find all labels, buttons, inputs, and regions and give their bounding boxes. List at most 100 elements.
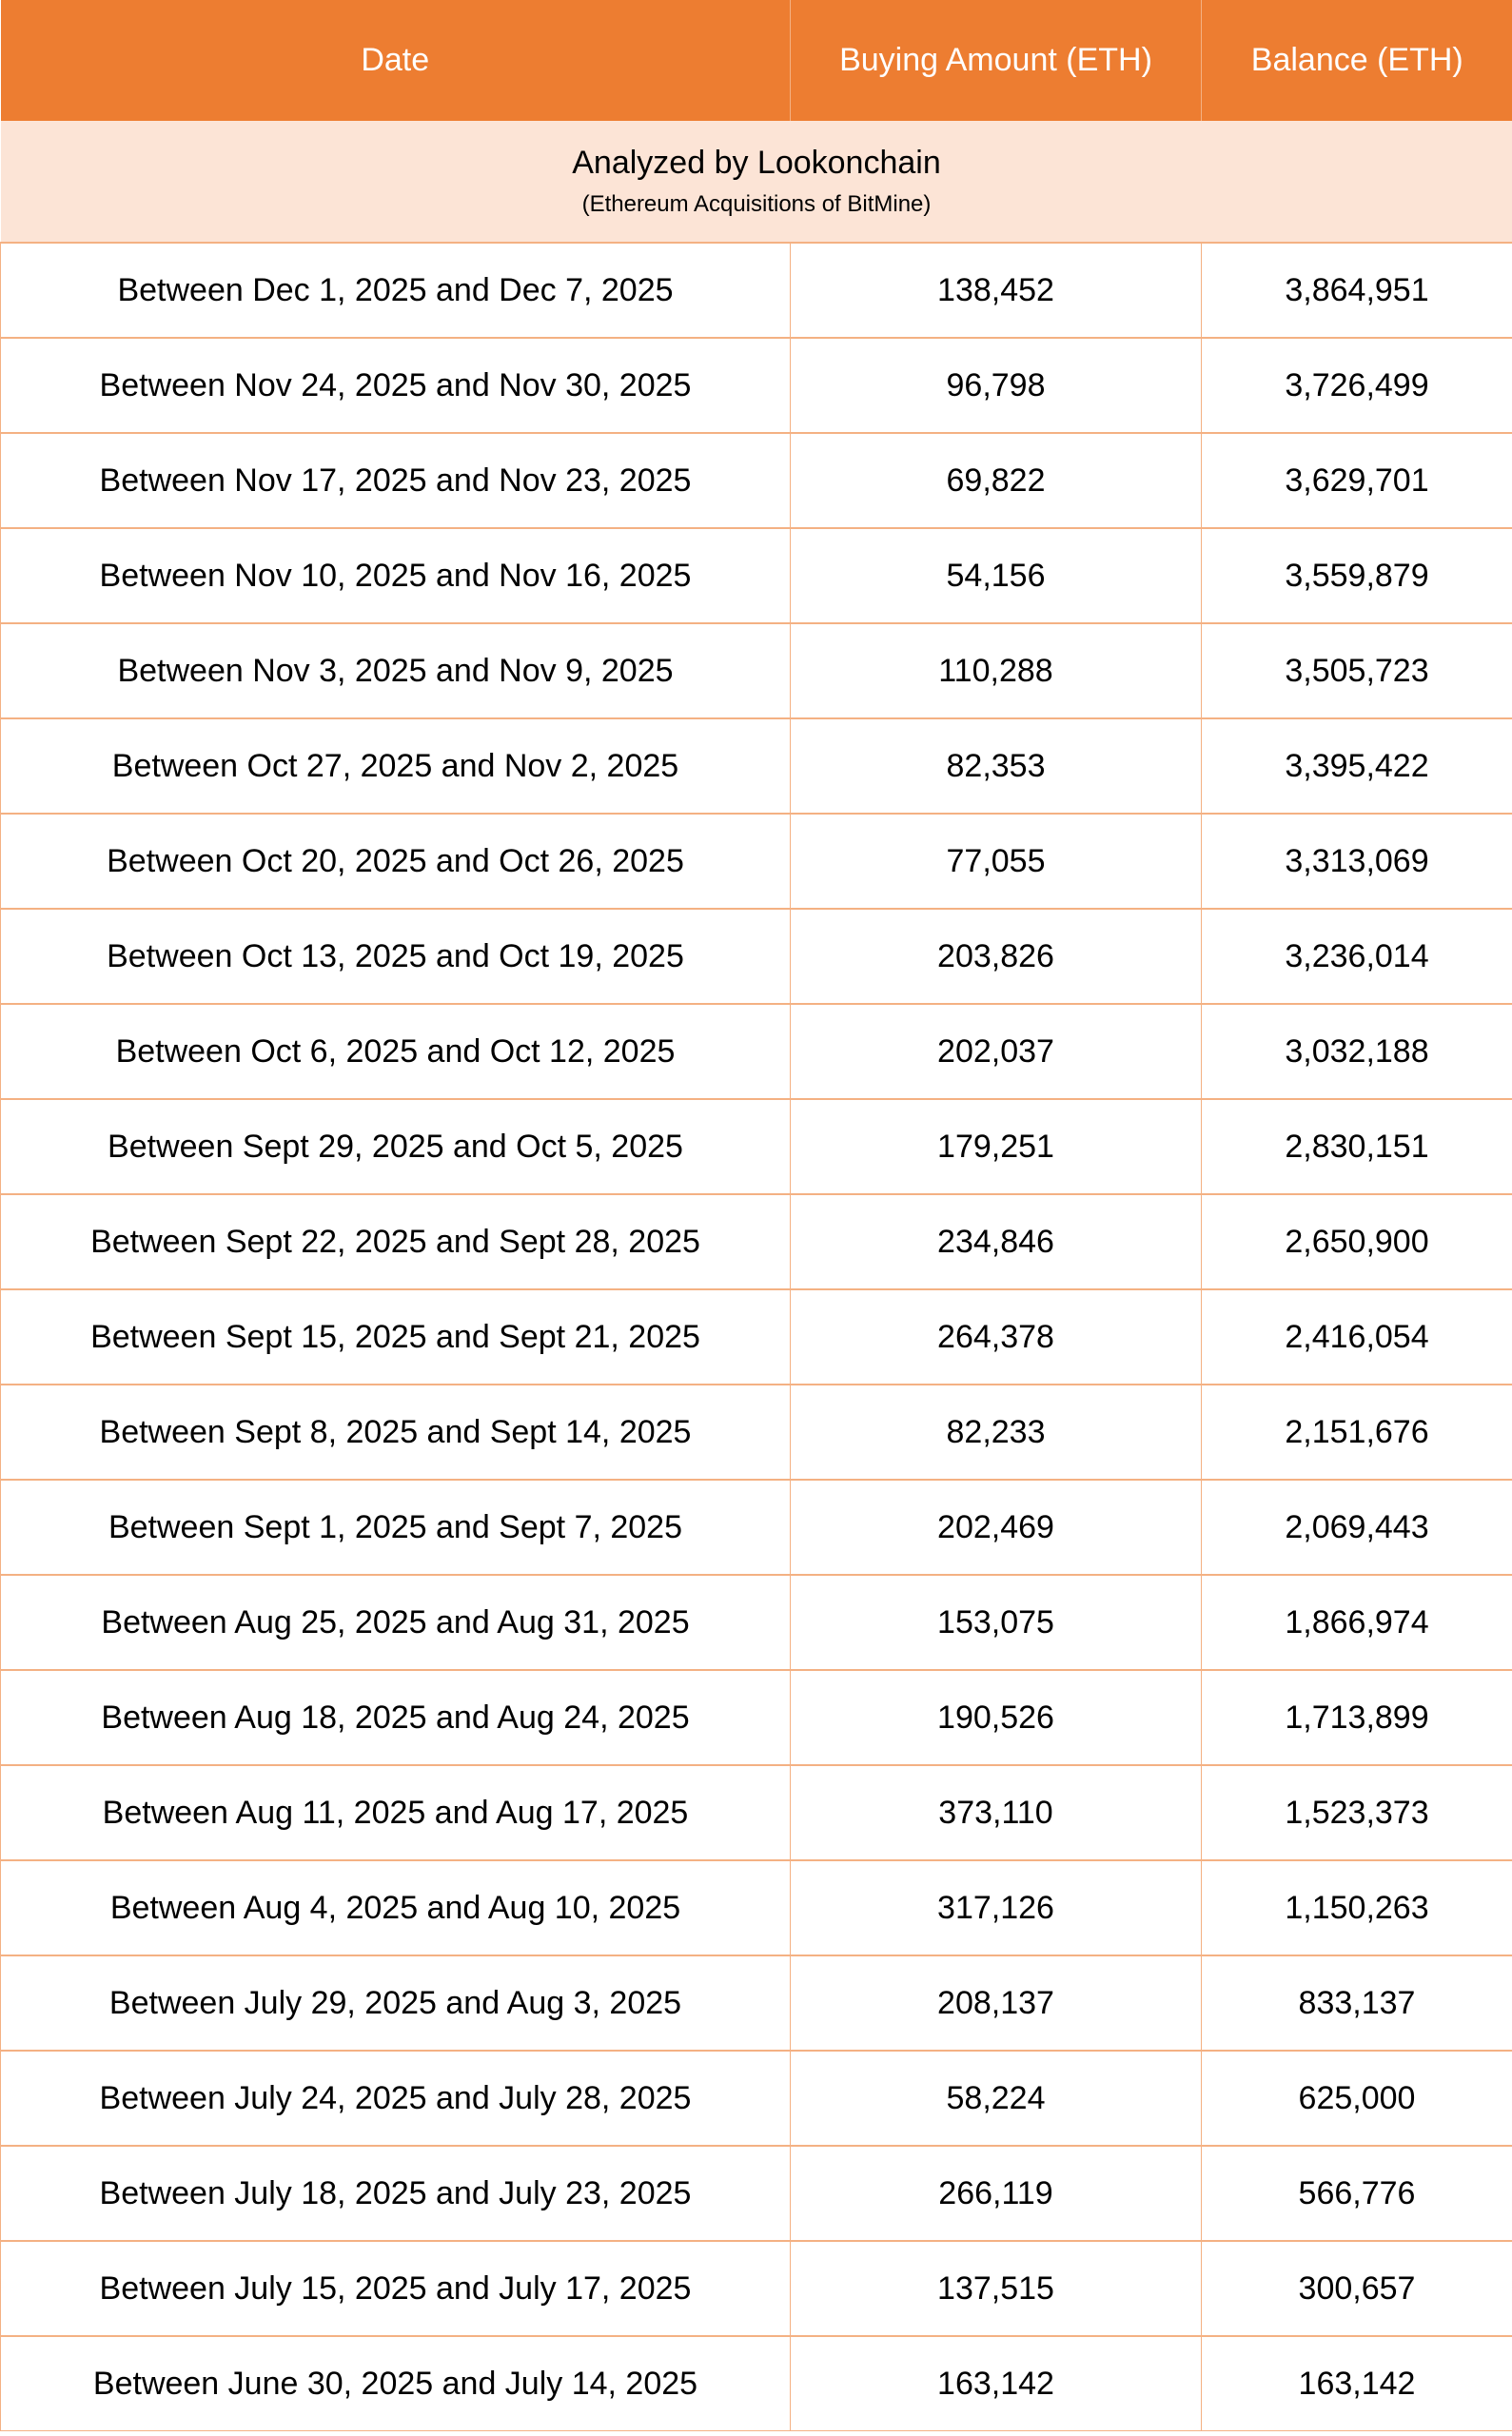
balance-cell: 1,150,263 — [1201, 1859, 1512, 1956]
table-row: Between Aug 11, 2025 and Aug 17, 2025 373… — [0, 1764, 1512, 1861]
buying-amount-cell: 96,798 — [790, 337, 1202, 434]
balance-cell: 1,523,373 — [1201, 1764, 1512, 1861]
date-cell: Between June 30, 2025 and July 14, 2025 — [0, 2335, 791, 2431]
table-row: Between June 30, 2025 and July 14, 2025 1… — [0, 2335, 1512, 2431]
balance-cell: 2,151,676 — [1201, 1384, 1512, 1481]
balance-cell: 1,866,974 — [1201, 1574, 1512, 1671]
buying-amount-cell: 137,515 — [790, 2240, 1202, 2337]
balance-cell: 3,864,951 — [1201, 242, 1512, 339]
table-row: Between Aug 18, 2025 and Aug 24, 2025 190… — [0, 1669, 1512, 1766]
subheader-title: Analyzed by Lookonchain — [572, 145, 941, 181]
table-row: Between July 24, 2025 and July 28, 2025 5… — [0, 2050, 1512, 2147]
table-row: Between Nov 24, 2025 and Nov 30, 2025 96,… — [0, 337, 1512, 434]
buying-amount-cell: 373,110 — [790, 1764, 1202, 1861]
header-date: Date — [0, 0, 791, 121]
table-row: Between Sept 29, 2025 and Oct 5, 2025 179… — [0, 1098, 1512, 1195]
balance-cell: 300,657 — [1201, 2240, 1512, 2337]
table-row: Between July 29, 2025 and Aug 3, 2025 208… — [0, 1955, 1512, 2052]
table-row: Between Nov 3, 2025 and Nov 9, 2025 110,2… — [0, 622, 1512, 719]
balance-cell: 3,505,723 — [1201, 622, 1512, 719]
date-cell: Between Sept 15, 2025 and Sept 21, 2025 — [0, 1288, 791, 1385]
date-cell: Between July 18, 2025 and July 23, 2025 — [0, 2145, 791, 2242]
balance-cell: 3,629,701 — [1201, 432, 1512, 529]
table-row: Between Nov 17, 2025 and Nov 23, 2025 69,… — [0, 432, 1512, 529]
date-cell: Between Oct 20, 2025 and Oct 26, 2025 — [0, 813, 791, 910]
buying-amount-cell: 58,224 — [790, 2050, 1202, 2147]
subheader-row: Analyzed by Lookonchain (Ethereum Acquis… — [0, 121, 1512, 244]
date-cell: Between Nov 3, 2025 and Nov 9, 2025 — [0, 622, 791, 719]
buying-amount-cell: 317,126 — [790, 1859, 1202, 1956]
table-row: Between Aug 25, 2025 and Aug 31, 2025 153… — [0, 1574, 1512, 1671]
buying-amount-cell: 82,353 — [790, 717, 1202, 815]
buying-amount-cell: 208,137 — [790, 1955, 1202, 2052]
buying-amount-cell: 203,826 — [790, 908, 1202, 1005]
balance-cell: 1,713,899 — [1201, 1669, 1512, 1766]
buying-amount-cell: 202,037 — [790, 1003, 1202, 1100]
table-row: Between Oct 27, 2025 and Nov 2, 2025 82,3… — [0, 717, 1512, 815]
buying-amount-cell: 138,452 — [790, 242, 1202, 339]
buying-amount-cell: 82,233 — [790, 1384, 1202, 1481]
date-cell: Between July 29, 2025 and Aug 3, 2025 — [0, 1955, 791, 2052]
balance-cell: 2,069,443 — [1201, 1479, 1512, 1576]
balance-cell: 3,032,188 — [1201, 1003, 1512, 1100]
buying-amount-cell: 190,526 — [790, 1669, 1202, 1766]
table-row: Between Sept 15, 2025 and Sept 21, 2025 2… — [0, 1288, 1512, 1385]
buying-amount-cell: 234,846 — [790, 1193, 1202, 1290]
table-row: Between Dec 1, 2025 and Dec 7, 2025 138,4… — [0, 242, 1512, 339]
buying-amount-cell: 77,055 — [790, 813, 1202, 910]
balance-cell: 3,559,879 — [1201, 527, 1512, 624]
header-buying-amount: Buying Amount (ETH) — [790, 0, 1202, 121]
balance-cell: 566,776 — [1201, 2145, 1512, 2242]
date-cell: Between Sept 29, 2025 and Oct 5, 2025 — [0, 1098, 791, 1195]
date-cell: Between Nov 17, 2025 and Nov 23, 2025 — [0, 432, 791, 529]
date-cell: Between Aug 18, 2025 and Aug 24, 2025 — [0, 1669, 791, 1766]
buying-amount-cell: 153,075 — [790, 1574, 1202, 1671]
date-cell: Between Oct 27, 2025 and Nov 2, 2025 — [0, 717, 791, 815]
date-cell: Between Aug 4, 2025 and Aug 10, 2025 — [0, 1859, 791, 1956]
buying-amount-cell: 69,822 — [790, 432, 1202, 529]
balance-cell: 3,726,499 — [1201, 337, 1512, 434]
table-row: Between Oct 13, 2025 and Oct 19, 2025 203… — [0, 908, 1512, 1005]
subheader-subtitle: (Ethereum Acquisitions of BitMine) — [581, 191, 932, 217]
buying-amount-cell: 202,469 — [790, 1479, 1202, 1576]
date-cell: Between Oct 13, 2025 and Oct 19, 2025 — [0, 908, 791, 1005]
buying-amount-cell: 266,119 — [790, 2145, 1202, 2242]
date-cell: Between Nov 24, 2025 and Nov 30, 2025 — [0, 337, 791, 434]
table-row: Between Sept 1, 2025 and Sept 7, 2025 202… — [0, 1479, 1512, 1576]
date-cell: Between Aug 11, 2025 and Aug 17, 2025 — [0, 1764, 791, 1861]
balance-cell: 833,137 — [1201, 1955, 1512, 2052]
balance-cell: 3,395,422 — [1201, 717, 1512, 815]
table-row: Between July 18, 2025 and July 23, 2025 2… — [0, 2145, 1512, 2242]
buying-amount-cell: 110,288 — [790, 622, 1202, 719]
date-cell: Between July 24, 2025 and July 28, 2025 — [0, 2050, 791, 2147]
balance-cell: 3,313,069 — [1201, 813, 1512, 910]
balance-cell: 2,830,151 — [1201, 1098, 1512, 1195]
date-cell: Between July 15, 2025 and July 17, 2025 — [0, 2240, 791, 2337]
balance-cell: 163,142 — [1201, 2335, 1512, 2431]
date-cell: Between Aug 25, 2025 and Aug 31, 2025 — [0, 1574, 791, 1671]
table-row: Between Sept 22, 2025 and Sept 28, 2025 2… — [0, 1193, 1512, 1290]
date-cell: Between Dec 1, 2025 and Dec 7, 2025 — [0, 242, 791, 339]
date-cell: Between Nov 10, 2025 and Nov 16, 2025 — [0, 527, 791, 624]
table-row: Between July 15, 2025 and July 17, 2025 1… — [0, 2240, 1512, 2337]
date-cell: Between Sept 22, 2025 and Sept 28, 2025 — [0, 1193, 791, 1290]
buying-amount-cell: 54,156 — [790, 527, 1202, 624]
table-row: Between Sept 8, 2025 and Sept 14, 2025 82… — [0, 1384, 1512, 1481]
balance-cell: 3,236,014 — [1201, 908, 1512, 1005]
buying-amount-cell: 179,251 — [790, 1098, 1202, 1195]
date-cell: Between Oct 6, 2025 and Oct 12, 2025 — [0, 1003, 791, 1100]
table-row: Between Aug 4, 2025 and Aug 10, 2025 317,… — [0, 1859, 1512, 1956]
header-balance: Balance (ETH) — [1201, 0, 1512, 121]
balance-cell: 2,650,900 — [1201, 1193, 1512, 1290]
buying-amount-cell: 163,142 — [790, 2335, 1202, 2431]
date-cell: Between Sept 8, 2025 and Sept 14, 2025 — [0, 1384, 791, 1481]
header-row: Date Buying Amount (ETH) Balance (ETH) — [0, 0, 1512, 121]
balance-cell: 625,000 — [1201, 2050, 1512, 2147]
table-row: Between Oct 20, 2025 and Oct 26, 2025 77,… — [0, 813, 1512, 910]
date-cell: Between Sept 1, 2025 and Sept 7, 2025 — [0, 1479, 791, 1576]
buying-amount-cell: 264,378 — [790, 1288, 1202, 1385]
table-row: Between Oct 6, 2025 and Oct 12, 2025 202,… — [0, 1003, 1512, 1100]
table-row: Between Nov 10, 2025 and Nov 16, 2025 54,… — [0, 527, 1512, 624]
balance-cell: 2,416,054 — [1201, 1288, 1512, 1385]
